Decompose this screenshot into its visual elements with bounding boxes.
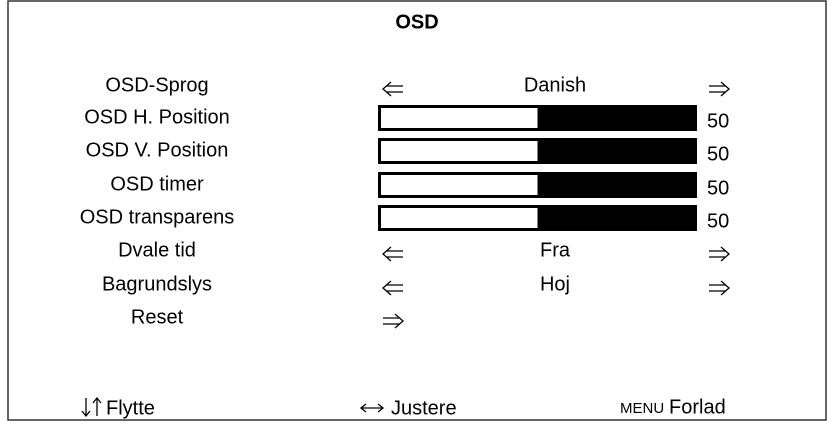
row-value: Hoj (540, 273, 570, 295)
footer-label: Justere (391, 397, 457, 419)
right-arrow (383, 313, 404, 329)
right-arrow (709, 81, 730, 97)
slider-fill (381, 175, 538, 195)
slider-fill (381, 108, 538, 128)
footer-key: MENU (620, 400, 664, 417)
row-label: OSD timer (110, 173, 204, 195)
slider-value: 50 (707, 143, 729, 165)
left-right-arrow (359, 403, 385, 413)
row-label: OSD transparens (80, 206, 235, 228)
slider-value: 50 (707, 110, 729, 132)
osd-title: OSD (395, 11, 438, 33)
row-label: OSD H. Position (84, 106, 230, 128)
up-down-arrow (81, 396, 102, 418)
left-arrow (382, 81, 403, 97)
row-label: Dvale tid (118, 239, 196, 261)
footer-label: Flytte (106, 397, 155, 419)
left-arrow (382, 280, 403, 296)
slider-fill (381, 141, 538, 161)
left-arrow (382, 246, 403, 262)
row-value: Danish (524, 74, 586, 96)
row-value: Fra (540, 239, 571, 261)
row-label: OSD-Sprog (105, 74, 208, 96)
row-label: Reset (131, 306, 184, 328)
footer-label: Forlad (669, 396, 726, 418)
row-label: Bagrundslys (102, 273, 212, 295)
slider-value: 50 (707, 210, 729, 232)
right-arrow (709, 280, 730, 296)
slider-fill (381, 208, 538, 228)
right-arrow (709, 246, 730, 262)
slider-value: 50 (707, 177, 729, 199)
row-label: OSD V. Position (86, 139, 229, 161)
